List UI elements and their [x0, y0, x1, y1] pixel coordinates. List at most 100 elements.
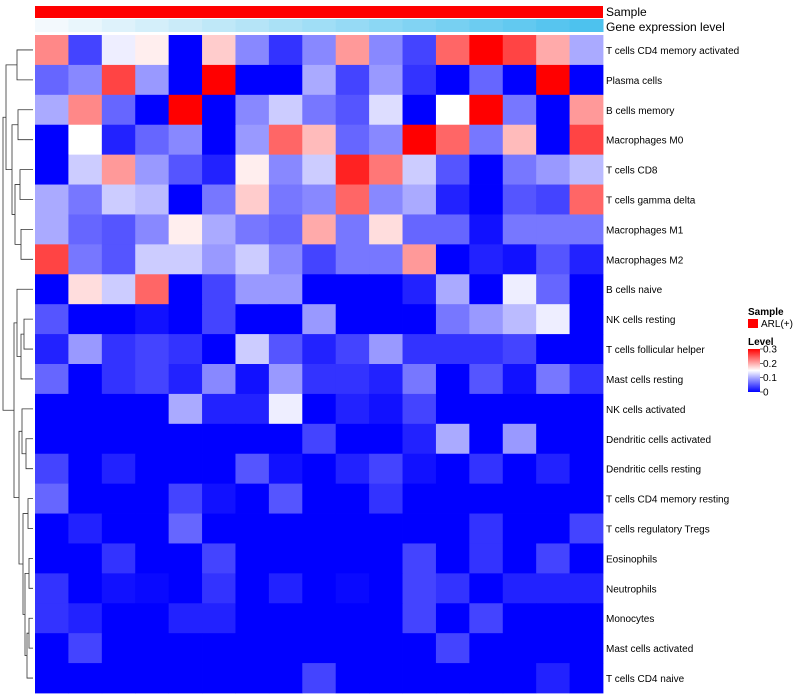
row-label: Macrophages M1 [606, 225, 684, 236]
heatmap-cell [68, 94, 103, 126]
heatmap-cell [335, 214, 370, 245]
heatmap-cell [435, 154, 470, 185]
heatmap-cell [135, 633, 170, 664]
heatmap-cell [435, 35, 470, 66]
heatmap-cell [435, 393, 470, 425]
heatmap-cell [402, 274, 437, 305]
heatmap-cell [502, 393, 537, 425]
dendrogram-branch [19, 169, 33, 200]
heatmap-cell [469, 663, 504, 694]
heatmap-cell [302, 603, 337, 634]
heatmap-cell [335, 244, 370, 275]
heatmap-cell [369, 124, 403, 156]
heatmap-cell [536, 154, 570, 185]
heatmap-cell [302, 304, 337, 335]
heatmap-cell [435, 663, 470, 694]
heatmap-cell [402, 154, 437, 185]
heatmap-cell [35, 393, 69, 425]
heatmap-cell [369, 483, 403, 514]
heatmap-cell [569, 94, 604, 126]
heatmap-cell [202, 274, 236, 305]
heatmap-cell [68, 393, 103, 425]
dendrogram-branch [20, 229, 33, 260]
heatmap-cell [402, 334, 437, 365]
heatmap-cell [469, 573, 504, 604]
heatmap-cell [302, 274, 337, 305]
heatmap-cell [101, 364, 136, 395]
heatmap-cell [402, 513, 437, 544]
heatmap-cell [402, 543, 437, 574]
dendrogram-branch [23, 318, 33, 350]
heatmap-cell [402, 633, 437, 664]
heatmap-cell [35, 184, 69, 215]
heatmap-cell [302, 573, 337, 604]
heatmap-cell [502, 603, 537, 634]
row-label: T cells gamma delta [606, 196, 696, 207]
heatmap-cell [202, 94, 236, 126]
heatmap-cell [268, 154, 303, 185]
row-label: Dendritic cells activated [606, 435, 711, 446]
heatmap-cell [402, 184, 437, 215]
heatmap-cell [369, 334, 403, 365]
heatmap-cell [536, 364, 570, 395]
heatmap-cell [435, 334, 470, 365]
legend-sample-entry: ARL(+) [761, 319, 793, 330]
heatmap-cell [369, 543, 403, 574]
dendrogram-branch [2, 116, 14, 411]
heatmap-cell [101, 483, 136, 514]
dendrogram-branch [27, 498, 33, 529]
heatmap-cell [168, 94, 203, 126]
heatmap-cell [135, 244, 170, 275]
heatmap-cell [101, 274, 136, 305]
heatmap-cell [369, 423, 403, 455]
heatmap-cell [536, 423, 570, 455]
expression-level-cell [135, 19, 170, 32]
row-label: T cells CD4 memory resting [606, 495, 729, 506]
heatmap-cell [202, 393, 236, 425]
heatmap-cell [569, 453, 604, 485]
heatmap-cell [302, 543, 337, 574]
heatmap-cell [569, 214, 604, 245]
heatmap-cell [35, 64, 69, 96]
heatmap-cell [202, 35, 236, 66]
heatmap-cell [302, 244, 337, 275]
row-label: Mast cells activated [606, 644, 693, 655]
expression-level-cell [101, 19, 136, 32]
heatmap-cell [469, 334, 504, 365]
heatmap-cell [268, 35, 303, 66]
heatmap-cell [435, 513, 470, 544]
heatmap-cell [302, 513, 337, 544]
heatmap-cell [268, 274, 303, 305]
heatmap-cell [35, 453, 69, 485]
heatmap-cell [569, 603, 604, 634]
dendrogram-branch [26, 632, 33, 679]
heatmap-cell [202, 513, 236, 544]
heatmap-cell [68, 483, 103, 514]
heatmap-cell [402, 364, 437, 395]
heatmap-cell [502, 214, 537, 245]
heatmap-cell [335, 513, 370, 544]
heatmap-cell [35, 244, 69, 275]
heatmap-cell [235, 633, 270, 664]
heatmap-cell [502, 483, 537, 514]
legend-sample-title: Sample [748, 307, 784, 318]
expression-level-cell [402, 19, 437, 32]
row-label: Monocytes [606, 614, 654, 625]
heatmap-cell [235, 184, 270, 215]
dendrogram-branch [17, 109, 33, 141]
heatmap-cell [469, 304, 504, 335]
heatmap-cell [302, 633, 337, 664]
row-label: T cells regulatory Tregs [606, 525, 710, 536]
heatmap-cell [569, 154, 604, 185]
heatmap-cell [168, 154, 203, 185]
expression-level-cell [435, 19, 470, 32]
heatmap-cell [536, 453, 570, 485]
heatmap-cell [435, 573, 470, 604]
heatmap-cell [402, 483, 437, 514]
heatmap-cell [101, 184, 136, 215]
heatmap-cell [536, 603, 570, 634]
heatmap-cell [68, 453, 103, 485]
heatmap-cell [135, 124, 170, 156]
heatmap-cell [235, 543, 270, 574]
